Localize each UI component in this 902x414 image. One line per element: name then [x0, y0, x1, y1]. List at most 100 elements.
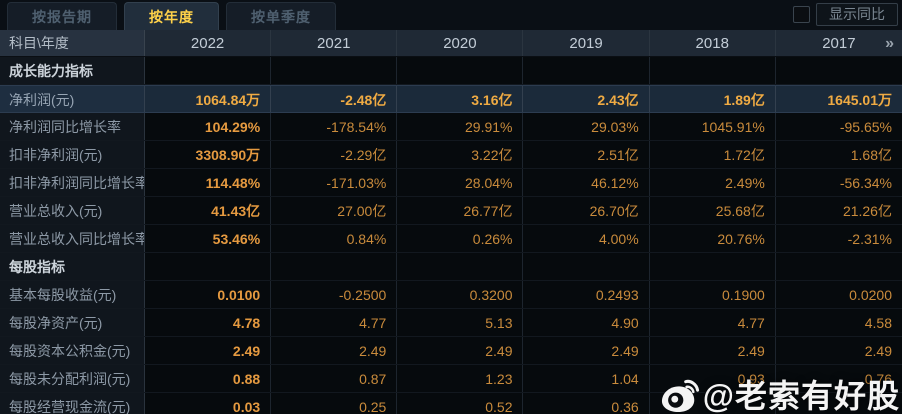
cell-value: 2.49: [145, 337, 272, 364]
cell-value: 1.23: [397, 365, 524, 392]
cell-value: 27.00亿: [271, 197, 398, 224]
cell-value: 26.77亿: [397, 197, 524, 224]
cell-value: 46.12%: [523, 169, 650, 196]
table-row[interactable]: 营业总收入同比增长率 53.46% 0.84% 0.26% 4.00% 20.76% -2.…: [0, 225, 902, 253]
cell-value: 0.3200: [397, 281, 524, 308]
table-row[interactable]: 每股未分配利润(元) 0.88 0.87 1.23 1.04 0.93 0.76: [0, 365, 902, 393]
row-label: 每股未分配利润(元): [0, 365, 145, 392]
table-row[interactable]: 扣非净利润同比增长率 114.48% -171.03% 28.04% 46.12% 2.4…: [0, 169, 902, 197]
row-label: 扣非净利润(元): [0, 141, 145, 168]
cell-value: 28.04%: [397, 169, 524, 196]
cell-value: 2.49: [864, 343, 892, 359]
cell-value: 104.29%: [145, 113, 272, 140]
cell-value: 2.49: [650, 337, 776, 364]
cell-value: 0.93: [650, 365, 776, 392]
cell-value: 1645.01万: [827, 92, 892, 108]
table-row[interactable]: 基本每股收益(元) 0.0100 -0.2500 0.3200 0.2493 0.1900…: [0, 281, 902, 309]
cell-value: 1.72亿: [650, 141, 776, 168]
scroll-more-icon[interactable]: »: [885, 35, 894, 52]
table-row[interactable]: 每股净资产(元) 4.78 4.77 5.13 4.90 4.77 4.58: [0, 309, 902, 337]
cell-value: -95.65%: [839, 119, 892, 135]
cell-value: 1.04: [523, 365, 650, 392]
table-row[interactable]: 净利润同比增长率 104.29% -178.54% 29.91% 29.03% 1045.…: [0, 113, 902, 141]
row-label: 每股指标: [0, 253, 145, 280]
cell-value: 3.22亿: [397, 141, 524, 168]
cell-value: 5.13: [397, 309, 524, 336]
cell-value: 0.1900: [650, 281, 776, 308]
row-label: 营业总收入同比增长率: [0, 225, 145, 252]
cell-value: 2.49%: [650, 169, 776, 196]
cell-value: 4.78: [145, 309, 272, 336]
cell-value: 0.88: [145, 365, 272, 392]
cell-value: 2.49: [397, 337, 524, 364]
cell-value: 53.46%: [145, 225, 272, 252]
row-label: 每股资本公积金(元): [0, 337, 145, 364]
cell-value: 3.16亿: [397, 86, 524, 112]
cell-value: [776, 57, 902, 84]
cell-value: 2.43亿: [523, 86, 650, 112]
tab-annual[interactable]: 按年度: [124, 2, 219, 30]
cell-value: -56.34%: [839, 175, 892, 191]
cell-value: 0.52: [397, 393, 524, 414]
cell-value: [776, 393, 902, 414]
row-label: 扣非净利润同比增长率: [0, 169, 145, 196]
cell-value: 0.03: [145, 393, 272, 414]
cell-value: 2.49: [271, 337, 398, 364]
cell-value: 1045.91%: [650, 113, 776, 140]
section-row: 每股指标: [0, 253, 902, 281]
cell-value: 4.77: [271, 309, 398, 336]
cell-value: 2.49: [523, 337, 650, 364]
table-row[interactable]: 净利润(元) 1064.84万 -2.48亿 3.16亿 2.43亿 1.89亿 1645.…: [0, 85, 902, 113]
cell-value: [776, 253, 902, 280]
year-column-header[interactable]: 2017»: [776, 30, 902, 56]
cell-value: 0.26%: [397, 225, 524, 252]
cell-value: 4.00%: [523, 225, 650, 252]
year-column-header[interactable]: 2021: [271, 30, 398, 56]
table-body: 成长能力指标 净利润(元) 1064.84万 -2.48亿 3.16亿 2.43亿 1.89…: [0, 57, 902, 414]
row-label: 成长能力指标: [0, 57, 145, 84]
corner-header: 科目\年度: [0, 30, 145, 56]
row-label: 每股经营现金流(元): [0, 393, 145, 414]
row-label: 基本每股收益(元): [0, 281, 145, 308]
tab-single-quarter[interactable]: 按单季度: [226, 2, 336, 30]
cell-value: 21.26亿: [842, 203, 892, 219]
row-label: 每股净资产(元): [0, 309, 145, 336]
cell-value: [523, 57, 650, 84]
yoy-controls: 显示同比: [793, 3, 898, 26]
cell-value: [650, 57, 776, 84]
tab-report-period[interactable]: 按报告期: [7, 2, 117, 30]
show-yoy-label[interactable]: 显示同比: [816, 3, 898, 26]
cell-value: 29.91%: [397, 113, 524, 140]
show-yoy-checkbox[interactable]: [793, 6, 810, 23]
cell-value: 1.68亿: [850, 147, 892, 163]
cell-value: -0.2500: [271, 281, 398, 308]
row-label: 营业总收入(元): [0, 197, 145, 224]
table-row[interactable]: 营业总收入(元) 41.43亿 27.00亿 26.77亿 26.70亿 25.68亿 21…: [0, 197, 902, 225]
cell-value: -2.29亿: [271, 141, 398, 168]
cell-value: 0.0100: [145, 281, 272, 308]
table-row[interactable]: 扣非净利润(元) 3308.90万 -2.29亿 3.22亿 2.51亿 1.72亿 1.6…: [0, 141, 902, 169]
year-column-header[interactable]: 2018: [650, 30, 776, 56]
cell-value: -171.03%: [271, 169, 398, 196]
table-header-row: 科目\年度 2022 2021 2020 2019 2018 2017»: [0, 30, 902, 57]
cell-value: 26.70亿: [523, 197, 650, 224]
cell-value: [271, 57, 398, 84]
year-column-header[interactable]: 2019: [523, 30, 650, 56]
cell-value: 20.76%: [650, 225, 776, 252]
cell-value: [145, 253, 272, 280]
cell-value: [397, 57, 524, 84]
table-row[interactable]: 每股资本公积金(元) 2.49 2.49 2.49 2.49 2.49 2.49: [0, 337, 902, 365]
cell-value: [523, 253, 650, 280]
cell-value: 4.90: [523, 309, 650, 336]
table-row[interactable]: 每股经营现金流(元) 0.03 0.25 0.52 0.36: [0, 393, 902, 414]
cell-value: [650, 253, 776, 280]
period-tabbar: 按报告期 按年度 按单季度 显示同比: [0, 0, 902, 30]
cell-value: [271, 253, 398, 280]
cell-value: [650, 393, 776, 414]
cell-value: 4.77: [650, 309, 776, 336]
year-column-header[interactable]: 2022: [145, 30, 272, 56]
section-row: 成长能力指标: [0, 57, 902, 85]
year-column-header[interactable]: 2020: [397, 30, 524, 56]
cell-value: -2.48亿: [271, 86, 398, 112]
